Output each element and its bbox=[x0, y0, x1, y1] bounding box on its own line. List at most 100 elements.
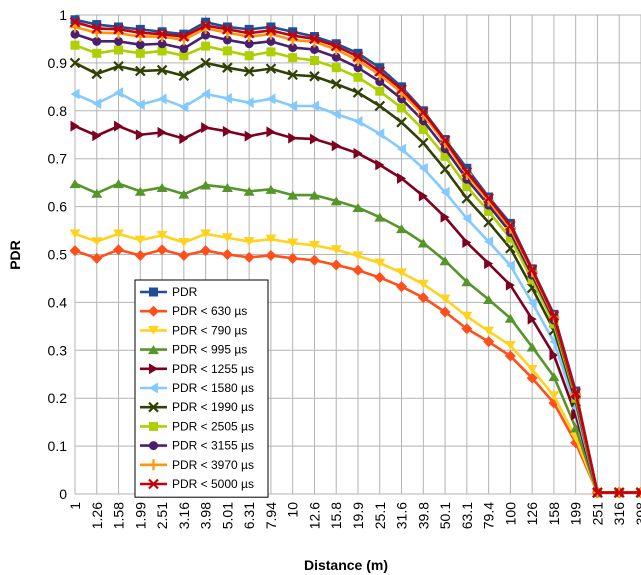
data-point bbox=[92, 98, 102, 110]
data-point bbox=[244, 130, 254, 142]
x-tick-label: 10 bbox=[285, 502, 301, 518]
data-point bbox=[149, 421, 158, 431]
data-point bbox=[201, 41, 211, 51]
data-point bbox=[114, 45, 124, 55]
data-point bbox=[526, 264, 538, 276]
data-point bbox=[440, 211, 450, 223]
y-tick-label: 0 bbox=[59, 486, 67, 502]
x-tick-label: 63.1 bbox=[459, 502, 475, 529]
data-point bbox=[70, 40, 80, 50]
data-point bbox=[134, 235, 146, 245]
data-point bbox=[92, 36, 102, 46]
data-point bbox=[222, 92, 232, 104]
data-point bbox=[265, 25, 277, 36]
data-point bbox=[266, 22, 276, 32]
data-point bbox=[148, 325, 159, 335]
data-point bbox=[353, 72, 363, 82]
data-point bbox=[397, 103, 407, 113]
data-point bbox=[70, 120, 80, 132]
x-tick-label: 12.6 bbox=[306, 502, 322, 529]
data-point bbox=[374, 212, 386, 222]
data-point bbox=[418, 106, 429, 118]
legend-label: PDR < 3155 µs bbox=[172, 439, 254, 453]
data-point bbox=[308, 240, 320, 250]
series-group bbox=[69, 57, 641, 498]
data-point bbox=[70, 15, 80, 25]
y-tick-label: 0.2 bbox=[48, 390, 68, 406]
data-point bbox=[397, 143, 407, 155]
x-tick-label: 199 bbox=[568, 502, 584, 526]
legend-label: PDR < 1255 µs bbox=[172, 362, 254, 376]
data-point bbox=[135, 99, 145, 111]
data-point bbox=[417, 238, 429, 248]
data-point bbox=[440, 186, 450, 198]
data-point bbox=[461, 193, 473, 204]
data-point bbox=[148, 305, 159, 317]
data-point bbox=[266, 47, 276, 57]
data-point bbox=[134, 249, 146, 261]
data-point bbox=[70, 88, 80, 100]
x-tick-label: 3.16 bbox=[176, 502, 192, 529]
data-point bbox=[505, 260, 515, 272]
data-point bbox=[134, 186, 146, 196]
data-point bbox=[309, 71, 320, 82]
data-point bbox=[484, 258, 494, 270]
data-point bbox=[200, 245, 212, 257]
data-point bbox=[439, 306, 451, 318]
data-point bbox=[243, 66, 255, 77]
data-point bbox=[527, 313, 537, 325]
data-point bbox=[418, 137, 429, 149]
data-point bbox=[484, 236, 494, 248]
data-point bbox=[505, 233, 515, 243]
data-point bbox=[461, 166, 473, 178]
x-tick-label: 7.94 bbox=[263, 502, 279, 529]
data-point bbox=[440, 151, 450, 161]
data-point bbox=[200, 180, 212, 190]
data-point bbox=[69, 57, 81, 69]
legend-item: PDR < 2505 µs bbox=[140, 419, 254, 433]
legend: PDR PDR < 630 µs PDR < 790 µs PDR < 995 µs P… bbox=[134, 279, 269, 498]
data-point bbox=[178, 189, 190, 199]
legend-item: PDR < 1990 µs bbox=[140, 400, 254, 414]
data-point bbox=[157, 39, 167, 49]
y-tick-label: 0.7 bbox=[48, 151, 68, 167]
data-point bbox=[331, 63, 341, 73]
data-point bbox=[396, 83, 407, 95]
data-point bbox=[222, 24, 233, 35]
data-point bbox=[149, 441, 158, 451]
data-point bbox=[178, 238, 190, 248]
data-point bbox=[113, 179, 125, 189]
data-point bbox=[135, 48, 145, 58]
data-point bbox=[148, 345, 159, 355]
data-point bbox=[374, 100, 386, 112]
data-point bbox=[331, 108, 341, 120]
x-tick-label: 398 bbox=[633, 502, 641, 526]
data-point bbox=[483, 336, 495, 348]
legend-item: PDR < 630 µs bbox=[140, 304, 247, 318]
data-point bbox=[135, 27, 146, 39]
data-point bbox=[265, 63, 277, 74]
data-point bbox=[149, 363, 158, 375]
data-point bbox=[222, 46, 232, 56]
data-point bbox=[397, 82, 407, 92]
data-point bbox=[265, 184, 277, 194]
data-point bbox=[548, 391, 560, 401]
data-point bbox=[149, 287, 158, 297]
data-point bbox=[592, 487, 603, 498]
data-point bbox=[243, 237, 255, 247]
data-point bbox=[156, 64, 168, 76]
data-point bbox=[375, 128, 385, 140]
data-point bbox=[157, 46, 167, 56]
data-point bbox=[113, 60, 124, 72]
data-point bbox=[353, 115, 363, 127]
x-tick-label: 1.58 bbox=[111, 502, 127, 529]
data-point bbox=[418, 190, 428, 202]
data-point bbox=[201, 30, 211, 40]
y-tick-label: 0.9 bbox=[48, 55, 68, 71]
data-point bbox=[571, 409, 581, 421]
legend-label: PDR bbox=[172, 285, 198, 299]
data-point bbox=[222, 35, 232, 45]
data-point bbox=[287, 252, 299, 264]
